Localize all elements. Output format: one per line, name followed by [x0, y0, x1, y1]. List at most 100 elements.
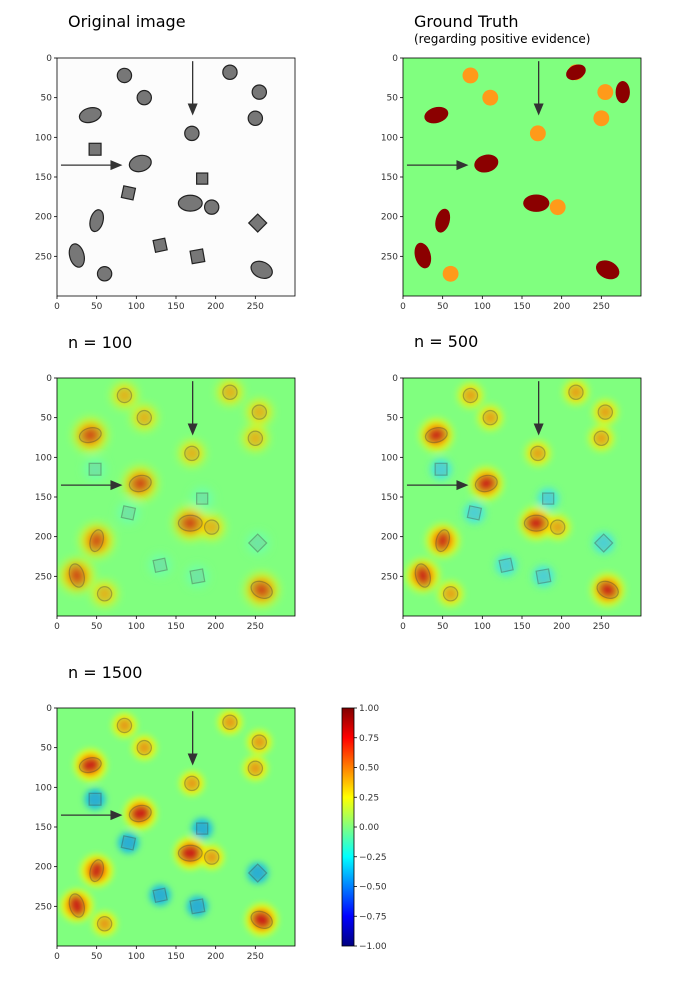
y-tick-label: 50	[41, 744, 53, 754]
panel-ground-truth: 0 0 50 50 100 100 150 150 200 200 250 250	[381, 54, 642, 312]
circle-object	[462, 67, 479, 84]
circle-object	[251, 84, 268, 100]
circle-object	[136, 409, 153, 426]
colorbar-tick-label: −0.25	[359, 853, 387, 863]
square-object	[189, 248, 206, 265]
x-tick-label: 50	[91, 302, 103, 312]
heatmap-layer	[57, 708, 295, 946]
heat-negative	[118, 832, 139, 854]
ellipse-object	[523, 194, 550, 212]
y-tick-label: 0	[392, 374, 398, 384]
circle-object	[530, 445, 546, 462]
circle-object	[597, 404, 614, 420]
heat-negative	[118, 502, 139, 524]
square-object	[152, 887, 168, 903]
colorbar-tick-label: 0.00	[359, 823, 379, 833]
heat-mid	[97, 586, 112, 601]
y-tick-label: 0	[46, 54, 52, 64]
ellipse-object	[435, 208, 451, 233]
ellipse-object	[78, 427, 102, 444]
y-tick-label: 250	[35, 902, 52, 912]
square-object	[152, 557, 168, 573]
square-object	[466, 505, 483, 521]
heat-core	[597, 581, 619, 599]
x-tick-label: 50	[437, 302, 449, 312]
y-tick-label: 100	[381, 453, 398, 463]
arrow-right-head	[110, 810, 123, 821]
circle-object	[184, 125, 200, 142]
circle-object	[549, 199, 566, 216]
heat-negative	[247, 862, 269, 884]
arrow-down-head	[533, 103, 544, 116]
ellipse-object	[424, 106, 449, 124]
heat-negative	[84, 788, 106, 810]
heat-negative	[187, 566, 208, 587]
heat-negative	[84, 458, 106, 480]
heat-negative	[191, 488, 213, 509]
square-object	[247, 863, 268, 883]
y-tick-label: 50	[41, 94, 53, 104]
p-n500-shapes	[414, 384, 619, 602]
circle-object	[442, 586, 459, 602]
heat-core	[524, 515, 549, 532]
heat-core	[89, 859, 104, 882]
square-object	[498, 557, 514, 573]
heat-core	[178, 845, 203, 862]
square-object	[88, 142, 102, 156]
heat-mid	[222, 385, 238, 400]
ellipse-object	[78, 107, 102, 124]
title-ground-truth: Ground Truth	[414, 12, 519, 31]
title-original: Original image	[68, 12, 186, 31]
ellipse-object	[474, 474, 498, 493]
x-tick-label: 200	[207, 952, 224, 962]
y-tick-label: 200	[35, 863, 52, 873]
ellipse-object	[596, 580, 619, 600]
x-tick-label: 150	[513, 622, 530, 632]
square-object	[120, 185, 137, 201]
heat-core	[129, 805, 152, 822]
ellipse-object	[615, 81, 630, 104]
square-object	[542, 492, 555, 505]
title-n1500: n = 1500	[68, 663, 143, 682]
x-tick-label: 150	[513, 302, 530, 312]
heat-negative	[537, 488, 559, 509]
square-object	[196, 492, 209, 505]
heat-negative	[187, 896, 208, 917]
y-tick-label: 100	[35, 133, 52, 143]
heat-negative	[533, 566, 554, 587]
heat-mid	[204, 850, 219, 865]
x-tick-label: 200	[207, 302, 224, 312]
x-tick-label: 50	[91, 952, 103, 962]
colorbar-tick-label: 1.00	[359, 704, 379, 714]
ellipse-object	[414, 242, 432, 269]
circle-object	[247, 430, 264, 447]
square-object	[120, 835, 137, 851]
heat-mid	[137, 740, 152, 755]
y-tick-label: 250	[381, 252, 398, 262]
heat-negative	[191, 818, 213, 839]
x-tick-label: 250	[247, 952, 264, 962]
circle-object	[222, 714, 238, 731]
ellipse-object	[250, 260, 273, 280]
heat-negative	[247, 532, 269, 554]
x-tick-label: 100	[128, 952, 145, 962]
y-tick-label: 150	[35, 173, 52, 183]
y-tick-label: 250	[35, 252, 52, 262]
circle-object	[96, 266, 113, 282]
circle-object	[593, 110, 610, 127]
heat-mid	[252, 734, 267, 750]
circle-object	[442, 265, 459, 282]
y-tick-label: 100	[35, 453, 52, 463]
circle-object	[96, 916, 113, 932]
y-tick-label: 150	[35, 493, 52, 503]
circle-object	[203, 849, 220, 865]
square-object	[434, 462, 448, 476]
circle-object	[222, 64, 238, 81]
y-tick-label: 200	[35, 533, 52, 543]
arrow-right-head	[110, 160, 123, 171]
ellipse-object	[128, 804, 152, 823]
colorbar-tick-label: 0.50	[359, 764, 379, 774]
heat-mid	[550, 520, 565, 535]
heat-negative	[464, 502, 485, 524]
circle-object	[593, 430, 610, 447]
